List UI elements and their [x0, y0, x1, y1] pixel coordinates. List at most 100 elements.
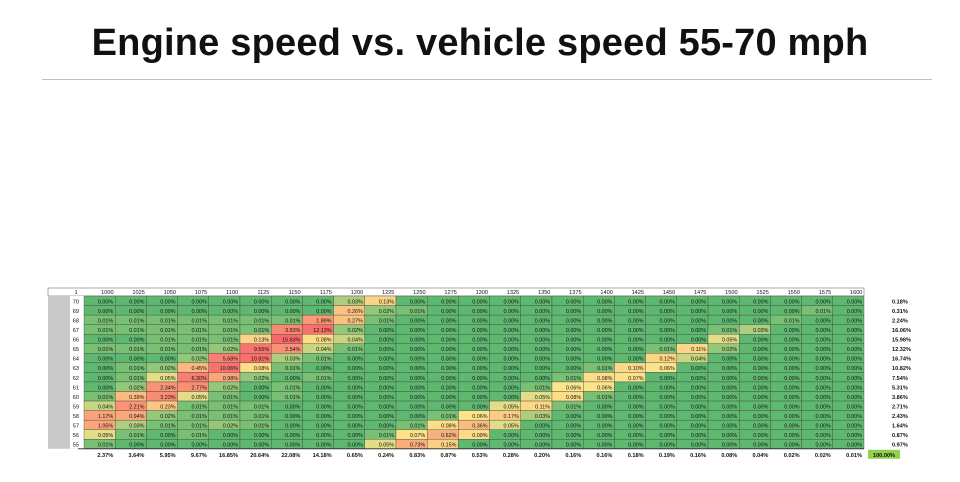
heatmap-cell-value: 0.00% [691, 433, 706, 439]
heatmap-cell-value: 0.00% [379, 347, 394, 353]
heatmap-cell-value: 0.03% [535, 414, 550, 420]
heatmap-cell-value: 0.00% [816, 328, 831, 334]
heatmap-cell-value: 0.00% [597, 414, 612, 420]
heatmap-cell-value: 0.00% [472, 299, 487, 305]
page-title: Engine speed vs. vehicle speed 55-70 mph [91, 22, 869, 64]
heatmap-cell-value: 0.00% [628, 357, 643, 363]
heatmap-cell-value: 0.00% [847, 443, 862, 449]
heatmap-cell-value: 0.01% [285, 366, 300, 372]
heatmap-cell-value: 0.00% [410, 357, 425, 363]
heatmap-cell-value: 0.00% [285, 376, 300, 382]
heatmap-cell-value: 0.00% [316, 299, 331, 305]
heatmap-cell-value: 0.00% [504, 376, 519, 382]
heatmap-cell-value: 0.00% [847, 357, 862, 363]
heatmap-cell-value: 0.01% [254, 414, 269, 420]
heatmap-cell-value: 0.08% [254, 366, 269, 372]
heatmap-cell-value: 0.00% [784, 328, 799, 334]
heatmap-cell-value: 0.00% [316, 395, 331, 401]
heatmap-cell-value: 0.02% [223, 385, 238, 391]
column-total: 0.53% [472, 453, 488, 459]
heatmap-cell-value: 0.01% [566, 376, 581, 382]
heatmap-cell-value: 0.01% [223, 318, 238, 324]
heatmap-cell-value: 0.00% [597, 433, 612, 439]
heatmap-cell-value: 0.00% [566, 357, 581, 363]
heatmap-cell-value: 0.08% [441, 424, 456, 430]
heatmap-cell-value: 0.00% [753, 424, 768, 430]
heatmap-cell-value: 0.00% [628, 328, 643, 334]
row-total: 16.06% [892, 328, 911, 334]
heatmap-cell-value: 0.00% [472, 328, 487, 334]
heatmap-cell-value: 0.00% [535, 424, 550, 430]
column-total: 16.85% [219, 453, 238, 459]
mph-row-label: 66 [73, 338, 79, 344]
heatmap-cell-value: 0.00% [472, 357, 487, 363]
heatmap-cell-value: 0.00% [691, 376, 706, 382]
heatmap-cell-value: 0.00% [847, 309, 862, 315]
heatmap-cell-value: 0.00% [348, 376, 363, 382]
heatmap-cell-value: 0.00% [816, 395, 831, 401]
heatmap-cell-value: 0.00% [566, 347, 581, 353]
heatmap-cell-value: 0.01% [660, 347, 675, 353]
row-total: 0.31% [892, 309, 908, 315]
heatmap-cell-value: 0.00% [504, 366, 519, 372]
heatmap-cell-value: 0.01% [379, 318, 394, 324]
heatmap-cell-value: 0.62% [441, 433, 456, 439]
heatmap-cell-value: 0.00% [192, 443, 207, 449]
heatmap-cell-value: 0.00% [98, 338, 113, 344]
heatmap-cell-value: 0.00% [504, 338, 519, 344]
heatmap-cell-value: 0.03% [285, 357, 300, 363]
heatmap-cell-value: 0.00% [160, 443, 175, 449]
heatmap-cell-value: 0.04% [316, 347, 331, 353]
heatmap-cell-value: 0.00% [504, 347, 519, 353]
heatmap-cell-value: 0.00% [753, 376, 768, 382]
heatmap-cell-value: 0.00% [753, 366, 768, 372]
column-total: 3.64% [129, 453, 145, 459]
heatmap-cell-value: 0.00% [379, 395, 394, 401]
heatmap-cell-value: 0.00% [410, 395, 425, 401]
heatmap-cell-value: 0.04% [691, 357, 706, 363]
heatmap-cell-value: 0.01% [160, 328, 175, 334]
heatmap-cell-value: 10.81% [251, 357, 269, 363]
heatmap-cell-value: 0.00% [628, 318, 643, 324]
heatmap-cell-value: 0.02% [160, 414, 175, 420]
heatmap-cell-value: 0.01% [597, 395, 612, 401]
heatmap-cell-value: 0.00% [472, 309, 487, 315]
heatmap-cell-value: 0.00% [628, 424, 643, 430]
heatmap-cell-value: 0.00% [129, 309, 144, 315]
heatmap-cell-value: 0.00% [348, 404, 363, 410]
row-total: 16.74% [892, 357, 911, 363]
heatmap-cell-value: 0.00% [348, 414, 363, 420]
heatmap-cell-value: 0.00% [379, 366, 394, 372]
heatmap-cell-value: 0.00% [535, 366, 550, 372]
heatmap-cell-value: 0.00% [628, 414, 643, 420]
column-total: 9.67% [191, 453, 207, 459]
rpm-column-header: 1075 [195, 290, 207, 296]
heatmap-cell-value: 0.15% [441, 443, 456, 449]
heatmap-cell-value: 0.00% [472, 318, 487, 324]
heatmap-cell-value: 0.01% [129, 376, 144, 382]
heatmap-cell-value: 0.00% [285, 309, 300, 315]
column-total: 0.24% [378, 453, 394, 459]
mph-row-label: 59 [73, 404, 79, 410]
heatmap-cell-value: 0.00% [816, 433, 831, 439]
heatmap-cell-value: 0.04% [348, 338, 363, 344]
heatmap-cell-value: 0.00% [660, 385, 675, 391]
rpm-column-header: 1200 [351, 290, 363, 296]
heatmap-cell-value: 0.00% [660, 424, 675, 430]
heatmap-cell-value: 0.01% [192, 404, 207, 410]
heatmap-cell-value: 0.00% [504, 318, 519, 324]
heatmap-cell-value: 0.00% [816, 338, 831, 344]
heatmap-cell-value: 0.00% [566, 338, 581, 344]
heatmap-cell-value: 0.00% [753, 318, 768, 324]
column-total: 0.28% [503, 453, 519, 459]
row-total: 15.98% [892, 338, 911, 344]
heatmap-cell-value: 0.00% [566, 328, 581, 334]
heatmap-cell-value: 0.00% [660, 318, 675, 324]
corner-label: 1 [74, 290, 77, 296]
heatmap-cell-value: 0.01% [223, 414, 238, 420]
heatmap-cell-value: 0.39% [129, 395, 144, 401]
heatmap-cell-value: 0.01% [816, 309, 831, 315]
heatmap-cell-value: 0.00% [722, 424, 737, 430]
rpm-column-header: 1600 [850, 290, 862, 296]
heatmap-cell-value: 0.01% [379, 433, 394, 439]
